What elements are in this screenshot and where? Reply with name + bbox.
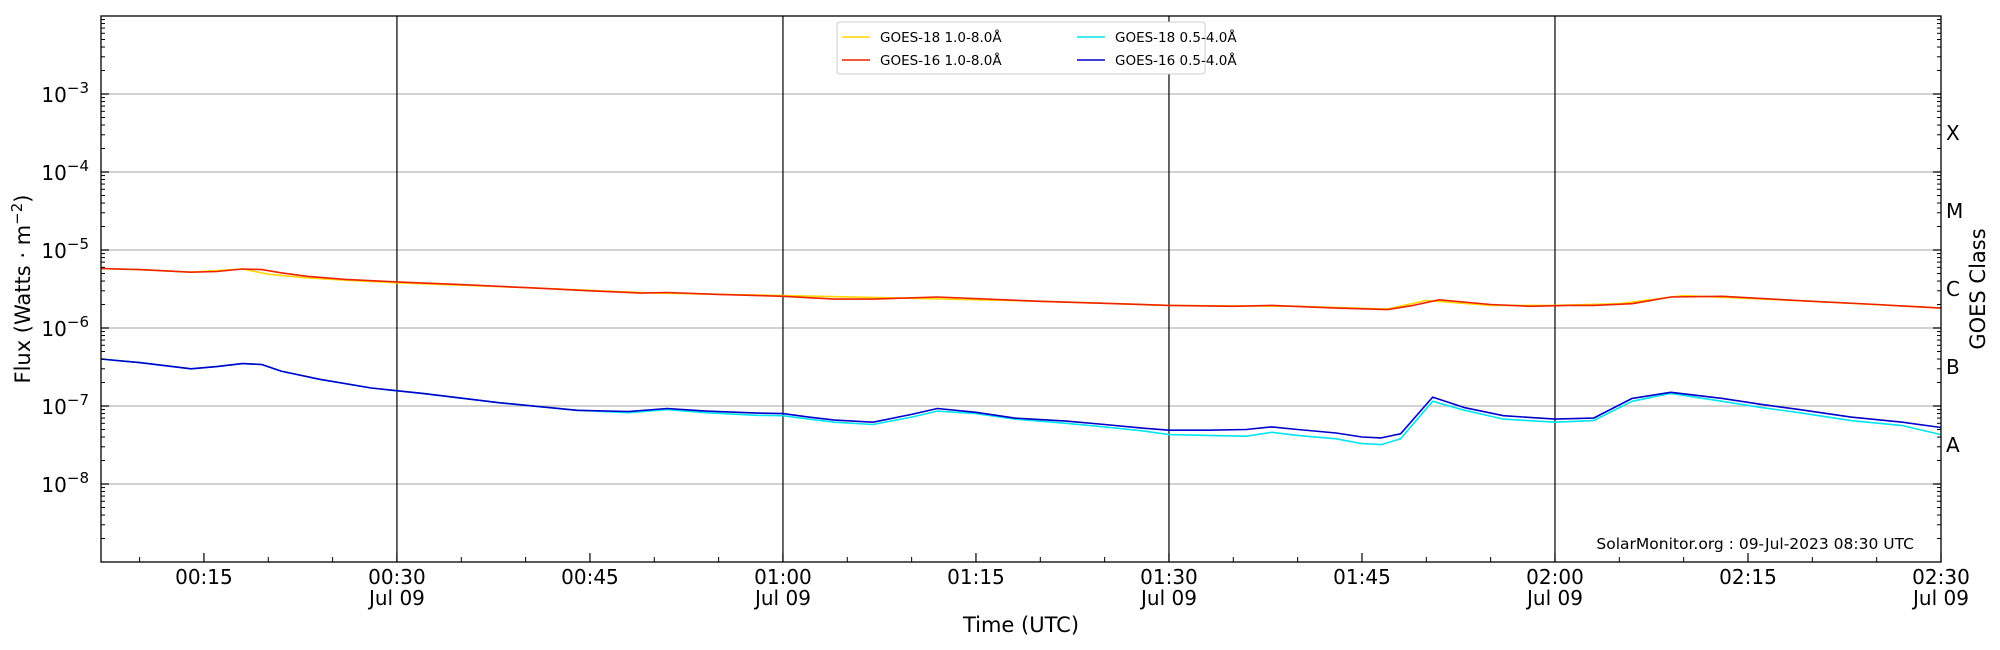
y-axis-label-exponent: −2 xyxy=(8,203,26,225)
series-line-2 xyxy=(100,358,1942,446)
x-tick-date: Jul 09 xyxy=(367,586,425,610)
y-tick-power: −7 xyxy=(67,391,89,409)
y-tick-power: −5 xyxy=(67,235,89,253)
y-tick-label: 10−5 xyxy=(41,235,89,263)
goes-class-m: M xyxy=(1946,199,1963,223)
y-tick-label: 10−8 xyxy=(41,469,89,497)
y-tick-label: 10−3 xyxy=(41,79,89,107)
x-axis-label: Time (UTC) xyxy=(962,613,1079,637)
goes-class-axis-label: GOES Class xyxy=(1966,228,1990,349)
y-tick-base: 10 xyxy=(41,239,66,263)
goes-class-x: X xyxy=(1946,121,1960,145)
x-tick-label: 01:00 xyxy=(754,565,812,589)
y-axis-ticks: 10−810−710−610−510−410−3 xyxy=(41,19,1941,540)
y-tick-power: −8 xyxy=(67,469,89,487)
y-tick-label: 10−4 xyxy=(41,157,89,185)
y-axis-label-main: Flux (Watts · m xyxy=(11,225,35,384)
x-tick-label: 02:15 xyxy=(1719,565,1777,589)
x-tick-label: 00:15 xyxy=(175,565,233,589)
legend-box xyxy=(836,21,1206,75)
y-axis-label-close: ) xyxy=(11,194,35,202)
series-line-3 xyxy=(100,358,1942,439)
x-tick-label: 01:45 xyxy=(1333,565,1391,589)
credit-text: SolarMonitor.org : 09-Jul-2023 08:30 UTC xyxy=(1596,535,1914,553)
y-tick-power: −3 xyxy=(67,79,89,97)
y-axis-label: Flux (Watts · m−2) xyxy=(8,194,35,383)
y-tick-power: −4 xyxy=(67,157,89,175)
legend-label-3: GOES-16 0.5-4.0Å xyxy=(1115,52,1237,69)
x-tick-date: Jul 09 xyxy=(1525,586,1583,610)
goes-class-b: B xyxy=(1946,355,1960,379)
y-tick-power: −6 xyxy=(67,313,89,331)
vertical-day-lines xyxy=(396,16,1556,562)
y-tick-label: 10−7 xyxy=(41,391,89,419)
goes-class-c: C xyxy=(1946,277,1960,301)
grid-layer xyxy=(101,93,1941,485)
x-tick-date: Jul 09 xyxy=(1139,586,1197,610)
y-tick-base: 10 xyxy=(41,83,66,107)
legend-label-0: GOES-18 1.0-8.0Å xyxy=(880,29,1002,46)
y-tick-base: 10 xyxy=(41,161,66,185)
x-tick-label: 02:00 xyxy=(1526,565,1584,589)
legend-label-1: GOES-16 1.0-8.0Å xyxy=(880,52,1002,69)
x-tick-label: 01:30 xyxy=(1140,565,1198,589)
legend-label-2: GOES-18 0.5-4.0Å xyxy=(1115,29,1237,46)
y-tick-base: 10 xyxy=(41,317,66,341)
series-line-1 xyxy=(100,267,1942,311)
goes-class-a: A xyxy=(1946,433,1960,457)
y-tick-base: 10 xyxy=(41,473,66,497)
y-tick-label: 10−6 xyxy=(41,313,89,341)
y-tick-base: 10 xyxy=(41,395,66,419)
goes-class-labels: A B C M X xyxy=(1946,121,1963,457)
x-tick-label: 02:30 xyxy=(1912,565,1970,589)
plot-frame xyxy=(100,15,1942,563)
x-tick-label: 01:15 xyxy=(947,565,1005,589)
x-tick-date: Jul 09 xyxy=(753,586,811,610)
x-tick-date: Jul 09 xyxy=(1911,586,1969,610)
series-layer xyxy=(100,267,1942,446)
x-tick-label: 00:45 xyxy=(561,565,619,589)
x-tick-label: 00:30 xyxy=(368,565,426,589)
series-line-0 xyxy=(100,267,1942,310)
legend: GOES-18 1.0-8.0Å GOES-16 1.0-8.0Å GOES-18 … xyxy=(836,21,1237,75)
